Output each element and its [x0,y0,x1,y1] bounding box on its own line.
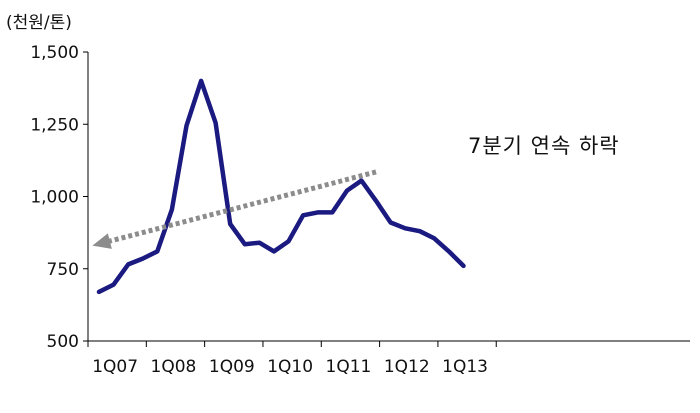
y-axis-unit-label: (천원/톤) [6,13,72,33]
y-tick-label: 750 [47,260,79,280]
y-tick-label: 1,000 [30,188,79,208]
y-tick-label: 1,500 [30,43,79,63]
x-tick-label: 1Q09 [209,357,255,377]
y-tick-label: 500 [47,332,79,352]
x-tick-label: 1Q13 [442,357,488,377]
x-tick-label: 1Q07 [92,357,138,377]
y-tick-label: 1,250 [30,115,79,135]
trend-arrow-head [92,233,112,249]
x-tick-label: 1Q11 [326,357,372,377]
series-line [96,78,466,295]
x-tick-label: 1Q08 [151,357,197,377]
x-tick-label: 1Q10 [267,357,313,377]
annotation-text: 7분기 연속 하락 [468,134,620,158]
x-tick-label: 1Q12 [384,357,430,377]
trend-arrow-shaft [105,169,377,245]
